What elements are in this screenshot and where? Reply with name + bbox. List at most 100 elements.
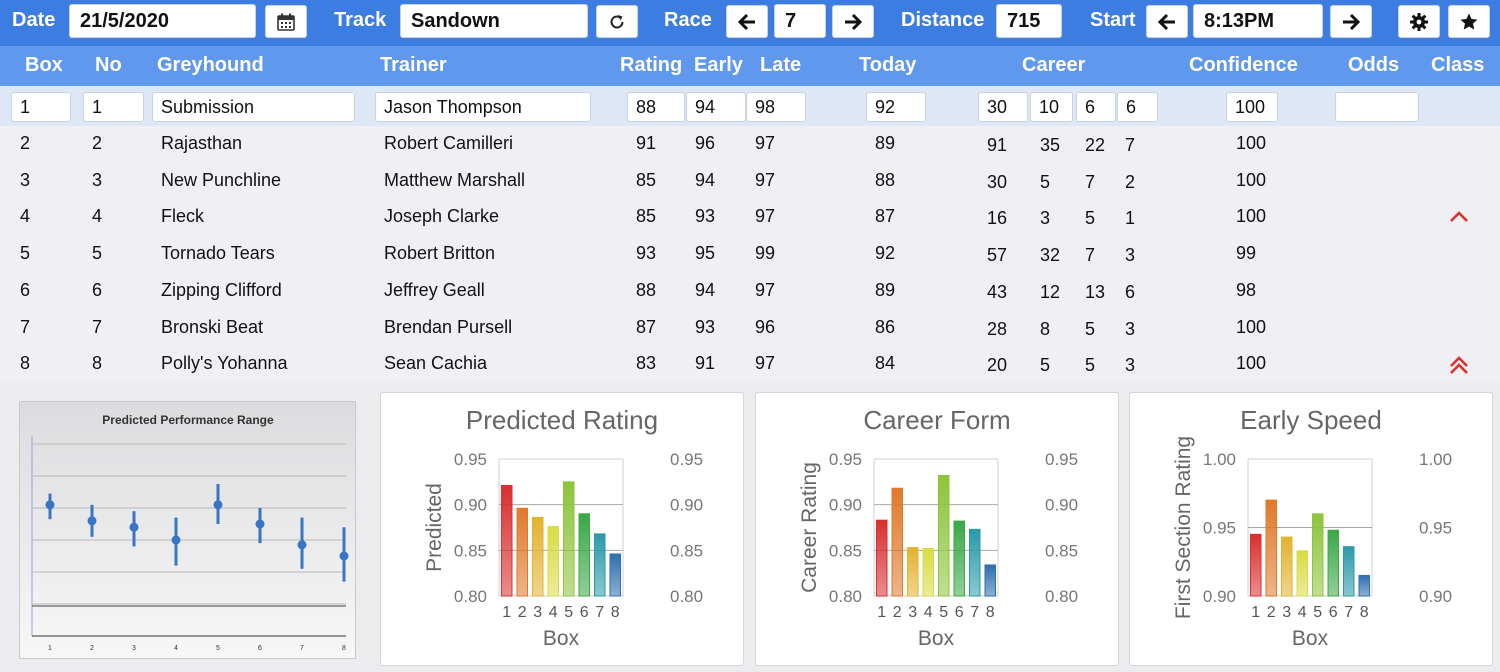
distance-input[interactable] bbox=[996, 4, 1062, 38]
trainer-input[interactable] bbox=[375, 92, 591, 122]
bar bbox=[1327, 529, 1339, 597]
cell-today: 89 bbox=[875, 133, 896, 153]
y-tick-label-left: 0.95 bbox=[1203, 519, 1236, 538]
table-row[interactable]: 5 5 Tornado Tears Robert Britton 93 95 99 92 99 5… bbox=[0, 236, 1500, 272]
bar bbox=[1281, 536, 1293, 597]
column-header-greyhound[interactable]: Greyhound bbox=[157, 54, 264, 76]
double-chevron-up-icon[interactable] bbox=[1448, 354, 1470, 376]
y-tick-label-right: 0.95 bbox=[1045, 450, 1078, 469]
y-tick-label-left: 0.85 bbox=[829, 541, 862, 560]
x-tick-label: 6 bbox=[258, 645, 262, 652]
cell-confidence: 100 bbox=[1236, 316, 1267, 337]
cell-greyhound: Zipping Clifford bbox=[161, 279, 282, 300]
cell-greyhound: New Punchline bbox=[161, 169, 282, 190]
cell-trainer: Robert Britton bbox=[384, 243, 496, 264]
table-row[interactable]: 2 2 Rajasthan Robert Camilleri 91 96 97 89 100 91… bbox=[0, 126, 1500, 162]
column-header-late[interactable]: Late bbox=[760, 54, 802, 76]
cell-confidence: 100 bbox=[1236, 169, 1267, 190]
start-time-input[interactable] bbox=[1193, 4, 1323, 38]
greyhound-input[interactable] bbox=[152, 92, 355, 122]
cell-late: 97 bbox=[755, 279, 776, 300]
column-header-today[interactable]: Today bbox=[859, 54, 917, 76]
rating-input[interactable] bbox=[627, 92, 685, 122]
y-tick-label-right: 0.85 bbox=[1045, 541, 1078, 560]
column-header-rating[interactable]: Rating bbox=[620, 54, 683, 76]
odds-input[interactable] bbox=[1335, 92, 1419, 122]
career-seconds-input[interactable] bbox=[1076, 92, 1116, 122]
cell-rating: 85 bbox=[636, 169, 657, 190]
gear-icon bbox=[1410, 12, 1428, 31]
track-input[interactable] bbox=[400, 4, 588, 38]
cell-early: 96 bbox=[695, 133, 716, 153]
column-header-odds[interactable]: Odds bbox=[1348, 54, 1400, 76]
star-icon bbox=[1460, 13, 1478, 30]
cell-career-starts: 91 bbox=[987, 135, 1008, 155]
x-tick-label: 3 bbox=[132, 645, 136, 652]
refresh-button[interactable] bbox=[596, 5, 638, 38]
early-input[interactable] bbox=[686, 92, 746, 122]
y-tick-label-left: 0.90 bbox=[454, 496, 487, 515]
start-next-button[interactable] bbox=[1330, 5, 1372, 38]
y-tick-label-right: 0.80 bbox=[670, 587, 703, 606]
cell-career-starts: 16 bbox=[987, 208, 1008, 229]
plot-frame bbox=[873, 458, 999, 597]
cell-career-seconds: 5 bbox=[1085, 355, 1096, 376]
data-point bbox=[255, 519, 265, 529]
cell-confidence: 99 bbox=[1236, 243, 1257, 264]
career-form-chart: Career Form 0.80 0.80 0.85 0.85 0.90 0.90 0.95… bbox=[755, 392, 1119, 666]
column-header-class[interactable]: Class bbox=[1431, 54, 1485, 76]
x-tick-label: 1 bbox=[48, 645, 52, 652]
number-input[interactable] bbox=[83, 92, 144, 122]
column-header-box[interactable]: Box bbox=[25, 54, 63, 76]
table-row[interactable]: 8 8 Polly's Yohanna Sean Cachia 83 91 97 84 100 2… bbox=[0, 346, 1500, 382]
x-tick-label: 4 bbox=[1298, 604, 1307, 621]
date-label: Date bbox=[12, 9, 56, 31]
x-tick-label: 4 bbox=[549, 604, 558, 621]
race-input[interactable] bbox=[774, 4, 826, 38]
career-thirds-input[interactable] bbox=[1117, 92, 1158, 122]
column-header-trainer[interactable]: Trainer bbox=[380, 54, 447, 76]
cell-career-starts: 43 bbox=[987, 281, 1008, 302]
chart-title: Career Form bbox=[863, 405, 1011, 435]
date-input[interactable] bbox=[69, 4, 256, 38]
career-starts-input[interactable] bbox=[978, 92, 1028, 122]
cell-today: 86 bbox=[875, 316, 896, 337]
late-input[interactable] bbox=[746, 92, 806, 122]
cell-confidence: 100 bbox=[1236, 353, 1267, 374]
box-input[interactable] bbox=[11, 92, 71, 122]
cell-career-seconds: 7 bbox=[1085, 171, 1096, 192]
table-row[interactable]: 6 6 Zipping Clifford Jeffrey Geall 88 94 97 89 9… bbox=[0, 273, 1500, 309]
bar bbox=[907, 547, 919, 597]
y-axis-label: Career Rating bbox=[798, 462, 821, 593]
column-header-no[interactable]: No bbox=[95, 54, 122, 76]
favorite-button[interactable] bbox=[1448, 5, 1490, 38]
race-next-button[interactable] bbox=[832, 5, 874, 38]
cell-rating: 85 bbox=[636, 206, 657, 227]
table-row[interactable]: 3 3 New Punchline Matthew Marshall 85 94 97 88 1… bbox=[0, 163, 1500, 199]
data-point bbox=[171, 535, 181, 545]
y-tick-label-right: 0.90 bbox=[1419, 587, 1452, 606]
column-header-early[interactable]: Early bbox=[694, 54, 743, 76]
y-tick-label-right: 0.90 bbox=[670, 496, 703, 515]
cell-career-seconds: 5 bbox=[1085, 208, 1096, 229]
predicted-rating-plot: 0.80 0.80 0.85 0.85 0.90 0.90 0.95 0.95 1 2 3 4 5 6 7 8… bbox=[423, 450, 703, 650]
cell-number: 2 bbox=[92, 133, 103, 153]
y-tick-label-left: 0.95 bbox=[829, 450, 862, 469]
x-tick-label: 8 bbox=[1360, 604, 1369, 621]
table-row[interactable]: 7 7 Bronski Beat Brendan Pursell 87 93 96 86 100… bbox=[0, 310, 1500, 346]
chevron-up-icon[interactable] bbox=[1448, 206, 1470, 228]
cell-career-seconds: 22 bbox=[1085, 135, 1106, 155]
x-tick-label: 3 bbox=[908, 604, 917, 621]
settings-button[interactable] bbox=[1398, 5, 1440, 38]
start-prev-button[interactable] bbox=[1146, 5, 1188, 38]
column-header-confidence[interactable]: Confidence bbox=[1189, 54, 1298, 76]
column-header-career[interactable]: Career bbox=[1022, 54, 1086, 76]
today-input[interactable] bbox=[866, 92, 926, 122]
cell-career-starts: 57 bbox=[987, 245, 1008, 266]
calendar-button[interactable] bbox=[265, 5, 307, 38]
race-prev-button[interactable] bbox=[726, 5, 768, 38]
confidence-input[interactable] bbox=[1226, 92, 1278, 122]
cell-trainer: Sean Cachia bbox=[384, 353, 488, 374]
table-row[interactable]: 4 4 Fleck Joseph Clarke 85 93 97 87 100 16 3 5 1 bbox=[0, 199, 1500, 235]
career-wins-input[interactable] bbox=[1030, 92, 1073, 122]
